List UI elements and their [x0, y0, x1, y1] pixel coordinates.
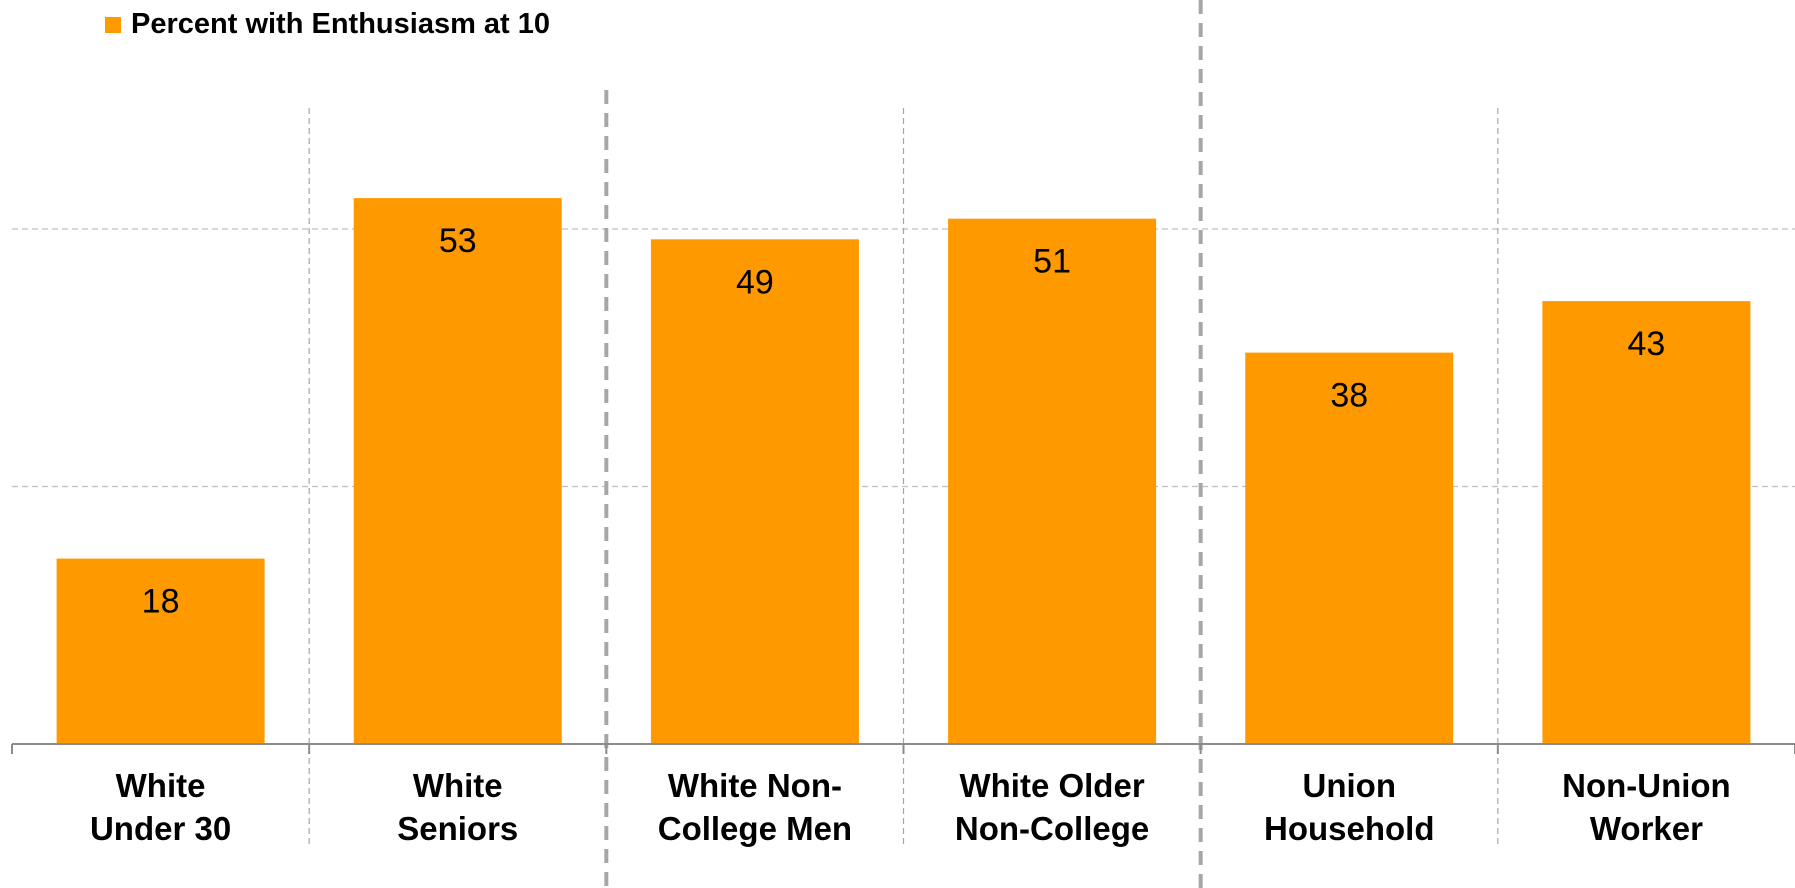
x-tick-label-line: White — [116, 767, 206, 804]
bar — [1542, 301, 1751, 744]
x-tick-label: Union Household — [1264, 767, 1435, 847]
x-tick-label-line: Worker — [1590, 810, 1703, 847]
data-label: 49 — [736, 263, 774, 301]
x-tick-label-line: Non-College — [955, 810, 1149, 847]
bar — [650, 239, 859, 745]
x-tick-label-line: Seniors — [397, 810, 518, 847]
bar — [948, 218, 1157, 744]
legend: Percent with Enthusiasm at 10 — [105, 8, 550, 41]
bar — [56, 558, 265, 744]
x-tick-label-line: White Non- — [668, 767, 842, 804]
data-label: 18 — [142, 583, 180, 621]
legend-label: Percent with Enthusiasm at 10 — [131, 8, 551, 40]
x-tick-label: White Non- College Men — [658, 767, 852, 847]
x-tick-label-line: Union — [1303, 767, 1396, 804]
bar — [353, 198, 562, 745]
x-tick-label-line: Under 30 — [90, 810, 231, 847]
x-tick-label: White Older Non-College — [955, 767, 1149, 847]
legend-swatch — [105, 16, 121, 33]
x-tick-label-line: White Older — [959, 767, 1144, 804]
data-label: 51 — [1033, 243, 1071, 281]
x-tick-label-line: Non-Union — [1562, 767, 1731, 804]
data-label: 43 — [1628, 325, 1666, 363]
x-tick-label: White Seniors — [397, 767, 518, 847]
data-label: 53 — [439, 222, 477, 260]
data-label: 38 — [1330, 377, 1368, 415]
x-tick-label: White Under 30 — [90, 767, 231, 847]
x-tick-label: Non-Union Worker — [1562, 767, 1731, 847]
bar — [1245, 352, 1454, 744]
x-tick-label-line: White — [413, 767, 503, 804]
x-tick-label-line: College Men — [658, 810, 852, 847]
x-tick-label-line: Household — [1264, 810, 1435, 847]
